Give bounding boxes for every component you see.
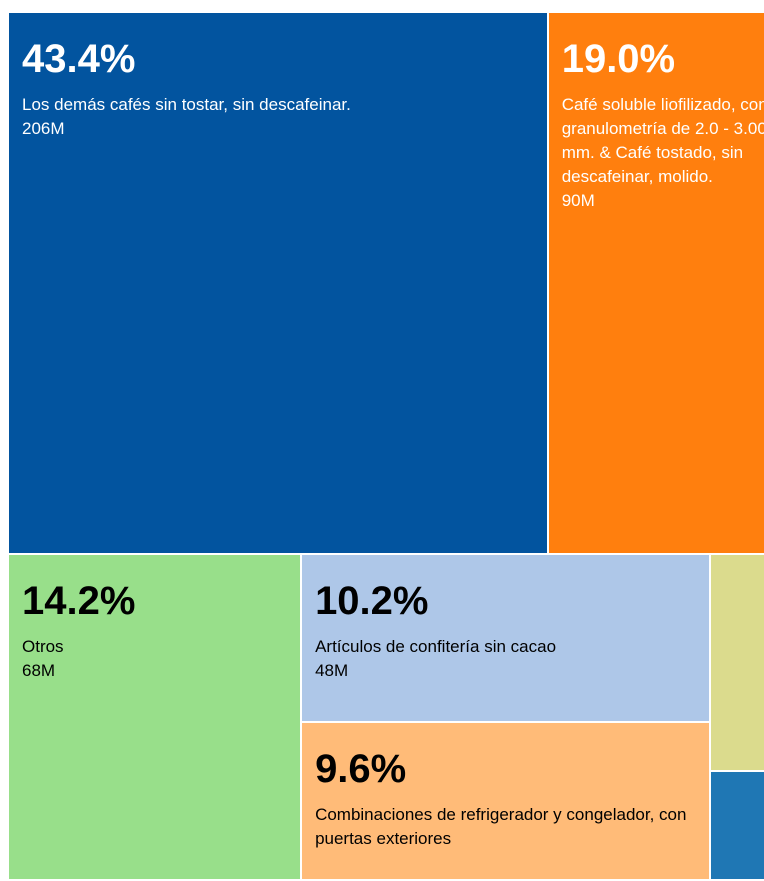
tile-label: Café soluble liofilizado, con granulomet…: [561, 95, 764, 186]
tile: 43.4% Los demás cafés sin tostar, sin des…: [8, 12, 548, 554]
tile-label: Artículos de confitería sin cacao: [315, 636, 557, 656]
tile-label: Los demás cafés sin tostar, sin descafei…: [22, 95, 351, 114]
tile-amount: 48M: [315, 660, 349, 680]
tile: 19.0% Café soluble liofilizado, con granu…: [547, 12, 764, 554]
tile-amount: 68M: [22, 660, 56, 680]
tile-label-block: Artículos de confitería sin cacao 48M: [315, 635, 709, 683]
tile-percent: 9.6%: [315, 746, 407, 791]
tile-amount: 206M: [22, 119, 65, 138]
tile-percent: 14.2%: [22, 578, 136, 623]
tile-percent: 19.0%: [561, 37, 676, 81]
tile-percent: 43.4%: [22, 37, 136, 81]
tile-label-block: Café soluble liofilizado, con granulomet…: [562, 93, 764, 213]
tile-label: Otros: [22, 636, 64, 656]
tile: 9.6% Combinaciones de refrigerador y cong…: [301, 721, 710, 880]
tile-label-block: Combinaciones de refrigerador y congelad…: [315, 803, 709, 851]
tile-percent: 10.2%: [315, 578, 429, 623]
tile: 10.2% Artículos de confitería sin cacao 48…: [301, 553, 710, 722]
tile: 14.2% Otros 68M: [8, 553, 302, 880]
tile-amount: 90M: [561, 191, 595, 210]
tile: [709, 771, 764, 880]
tile-label-block: Otros 68M: [22, 635, 300, 683]
tile-label-block: Los demás cafés sin tostar, sin descafei…: [22, 93, 547, 141]
tile: [709, 553, 764, 772]
tile-label: Combinaciones de refrigerador y congelad…: [315, 804, 687, 848]
